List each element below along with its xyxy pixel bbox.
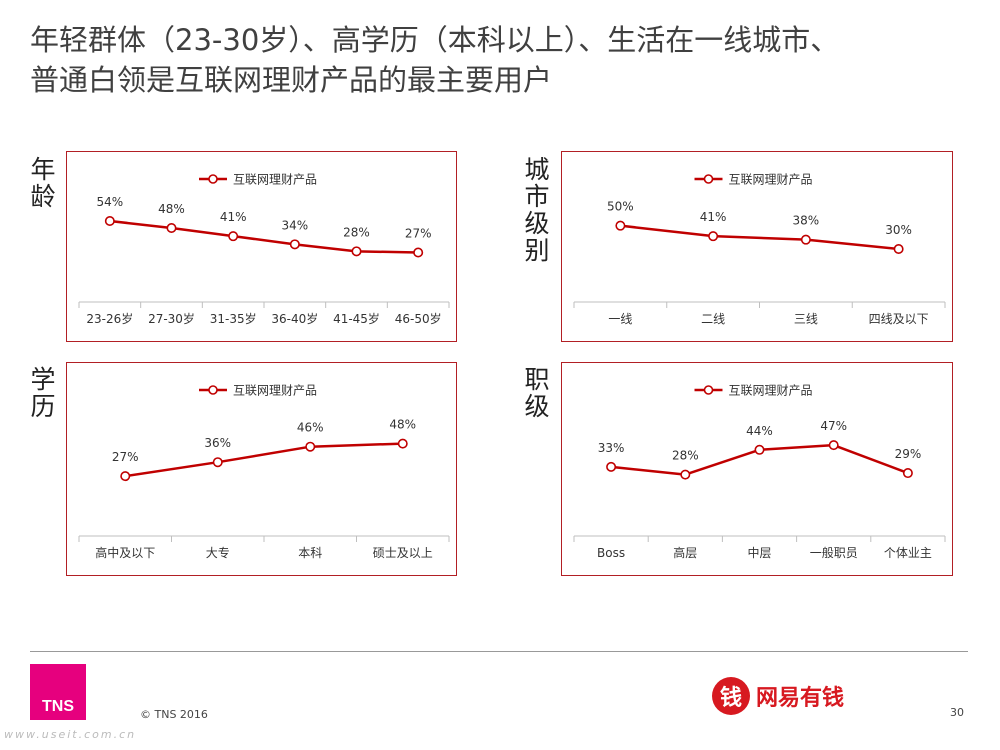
series-line — [109, 219, 419, 254]
data-label: 54% — [96, 195, 123, 209]
x-tick-label: 高层 — [673, 545, 697, 560]
data-label: 34% — [281, 218, 308, 232]
data-point — [104, 216, 115, 227]
age-chart: 互联网理财产品 23-26岁 27-30岁 31-35岁 36-40岁 41-45岁 46-… — [66, 151, 457, 342]
data-label: 27% — [405, 227, 432, 241]
data-label: 29% — [895, 447, 922, 461]
footer-divider — [30, 651, 968, 652]
brand-name: 网易有钱 — [756, 686, 845, 711]
x-tick-label: 46-50岁 — [395, 311, 442, 326]
data-point — [305, 441, 316, 452]
data-point — [212, 457, 223, 468]
legend-label: 互联网理财产品 — [233, 384, 317, 398]
data-point — [289, 239, 300, 250]
job-level-label: 职级 — [524, 365, 550, 421]
x-tick-label: 高中及以下 — [95, 545, 155, 560]
data-label: 28% — [672, 449, 699, 463]
legend-label: 互联网理财产品 — [729, 173, 813, 187]
data-point — [606, 461, 617, 472]
tns-logo: TNS — [30, 664, 86, 720]
netease-youqian-logo: 钱 网易有钱 — [712, 676, 844, 716]
page-title: 年轻群体（23-30岁）、高学历（本科以上）、生活在一线城市、 普通白领是互联网… — [30, 20, 990, 100]
job-level-chart: 互联网理财产品 Boss 高层 中层 一般职员 个体业主 33% 28% 44% 47% 29% — [561, 362, 953, 576]
data-point — [828, 440, 839, 451]
data-label: 28% — [343, 225, 370, 239]
legend-label: 互联网理财产品 — [729, 384, 813, 398]
x-tick-label: 四线及以下 — [869, 312, 929, 326]
education-label: 学历 — [30, 365, 56, 421]
chart-legend: 互联网理财产品 — [694, 384, 813, 398]
data-label: 44% — [746, 424, 773, 438]
city-chart: 互联网理财产品一线 二线 三线 四线及以下 50% 41% 38% 30% — [561, 151, 953, 342]
x-tick-label: 大专 — [206, 545, 230, 560]
source-url: www.useit.com.cn — [4, 728, 137, 741]
data-point — [397, 438, 408, 449]
data-point — [120, 471, 131, 482]
data-label: 48% — [389, 418, 416, 432]
age-label: 年龄 — [30, 155, 56, 211]
data-point — [800, 234, 811, 245]
money-icon: 钱 — [712, 677, 750, 715]
x-tick-label: 27-30岁 — [148, 311, 195, 326]
data-point — [680, 469, 691, 480]
age-chart-svg: 互联网理财产品 23-26岁 27-30岁 31-35岁 36-40岁 41-45岁 46-… — [78, 173, 450, 326]
data-point — [754, 444, 765, 455]
x-tick-label: 31-35岁 — [210, 311, 257, 326]
job-level-chart-svg: 互联网理财产品 Boss 高层 中层 一般职员 个体业主 33% 28% 44% 47% 29% — [573, 384, 946, 560]
x-tick-label: 一线 — [608, 312, 632, 326]
chart-legend: 互联网理财产品 — [694, 173, 813, 187]
chart-legend: 互联网理财产品 — [199, 173, 317, 187]
data-label: 38% — [793, 214, 820, 228]
x-tick-label: 一般职员 — [810, 545, 858, 560]
data-point — [228, 231, 239, 242]
data-point — [893, 244, 904, 255]
legend-marker — [703, 174, 714, 184]
x-tick-label: 23-26岁 — [86, 311, 133, 326]
x-tick-label: 中层 — [747, 545, 771, 560]
copyright: © TNS 2016 — [140, 708, 208, 721]
x-tick-label: 41-45岁 — [333, 311, 380, 326]
series-line — [620, 224, 899, 251]
legend-marker — [208, 385, 218, 395]
data-label: 33% — [598, 441, 625, 455]
data-label: 47% — [820, 419, 847, 433]
data-point — [615, 220, 626, 231]
x-tick-label: 三线 — [794, 312, 818, 326]
data-label: 48% — [158, 202, 185, 216]
data-label: 46% — [297, 421, 324, 435]
title-line-2: 普通白领是互联网理财产品的最主要用户 — [30, 63, 553, 97]
legend-label: 互联网理财产品 — [233, 173, 317, 187]
data-label: 41% — [220, 210, 247, 224]
data-point — [413, 247, 424, 258]
data-point — [166, 223, 177, 234]
data-label: 41% — [700, 210, 727, 224]
page-number: 30 — [950, 706, 964, 719]
legend-marker — [208, 174, 218, 184]
title-line-1: 年轻群体（23-30岁）、高学历（本科以上）、生活在一线城市、 — [30, 23, 840, 57]
x-tick-label: Boss — [597, 546, 625, 560]
data-point — [902, 468, 913, 479]
city-level-label: 城市级别 — [524, 155, 550, 265]
x-tick-label: 二线 — [701, 312, 725, 326]
data-label: 30% — [885, 223, 912, 237]
x-tick-label: 36-40岁 — [271, 311, 318, 326]
data-label: 27% — [112, 450, 139, 464]
x-tick-label: 个体业主 — [884, 546, 932, 560]
legend-marker — [703, 385, 714, 395]
education-chart: 互联网理财产品高中及以下 大专 本科 硕士及以上 27% 36% 46% 48% — [66, 362, 457, 576]
x-tick-label: 硕士及以上 — [373, 546, 433, 560]
data-label: 50% — [607, 200, 634, 214]
x-tick-label: 本科 — [298, 546, 322, 560]
data-label: 36% — [204, 436, 231, 450]
series-line — [125, 442, 403, 478]
chart-legend: 互联网理财产品 — [199, 384, 317, 398]
data-point — [351, 246, 362, 257]
data-point — [708, 231, 719, 242]
